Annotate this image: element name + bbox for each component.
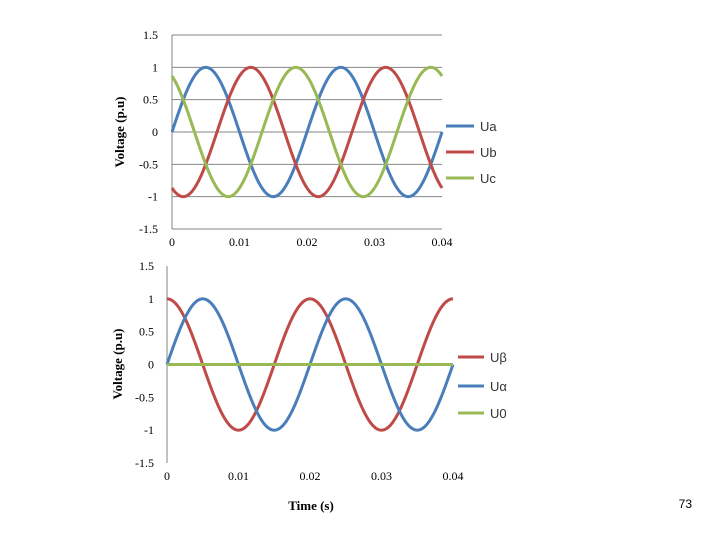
x-tick-label: 0 bbox=[169, 235, 175, 249]
series-line-Ua bbox=[170, 65, 444, 199]
legend-label: Uc bbox=[480, 171, 496, 186]
x-tick-label: 0.01 bbox=[228, 469, 249, 483]
y-tick-label: -1.5 bbox=[139, 222, 158, 236]
x-tick-label: 0.03 bbox=[371, 469, 392, 483]
y-tick-label: -1 bbox=[148, 190, 158, 204]
x-tick-label: 0.01 bbox=[229, 235, 250, 249]
x-tick-label: 0.02 bbox=[297, 235, 318, 249]
y-tick-label: 1.5 bbox=[143, 28, 158, 42]
series-line-Uβ bbox=[166, 297, 454, 432]
y-tick-label: -1.5 bbox=[135, 456, 154, 470]
legend-label: U0 bbox=[490, 406, 507, 421]
y-axis-label: Voltage (p.u) bbox=[110, 328, 125, 399]
series-line-Uc bbox=[170, 65, 444, 199]
x-tick-label: 0.03 bbox=[364, 235, 385, 249]
y-tick-label: 1 bbox=[152, 60, 158, 74]
y-tick-label: 1 bbox=[148, 292, 154, 306]
y-tick-label: 0 bbox=[148, 358, 154, 372]
x-tick-label: 0.04 bbox=[443, 469, 464, 483]
x-tick-label: 0 bbox=[164, 469, 170, 483]
x-axis-label: Time (s) bbox=[288, 498, 334, 513]
legend-label: Uα bbox=[490, 379, 507, 394]
y-axis-label: Voltage (p.u) bbox=[112, 96, 127, 167]
y-tick-label: -0.5 bbox=[139, 157, 158, 171]
series-line-Ub bbox=[170, 65, 444, 199]
chart-2: 1.5 1 0.5 0 -0.5 -1 -1.5 0 0.01 0.02 0.03 0.04 Volta… bbox=[110, 259, 507, 513]
legend-label: Ub bbox=[480, 145, 497, 160]
x-tick-label: 0.02 bbox=[300, 469, 321, 483]
y-tick-label: -0.5 bbox=[135, 390, 154, 404]
y-tick-label: 0 bbox=[152, 125, 158, 139]
legend-label: Ua bbox=[480, 119, 497, 134]
x-tick-label: 0.04 bbox=[432, 235, 453, 249]
y-tick-label: 1.5 bbox=[139, 259, 154, 273]
y-tick-label: -1 bbox=[144, 423, 154, 437]
y-tick-label: 0.5 bbox=[143, 93, 158, 107]
legend-label: Uβ bbox=[490, 350, 507, 365]
page-number: 73 bbox=[678, 497, 692, 511]
chart-1: 1.5 1 0.5 0 -0.5 -1 -1.5 0 0.01 0.02 0.03 0.04 Volta… bbox=[112, 28, 497, 249]
y-tick-label: 0.5 bbox=[139, 325, 154, 339]
